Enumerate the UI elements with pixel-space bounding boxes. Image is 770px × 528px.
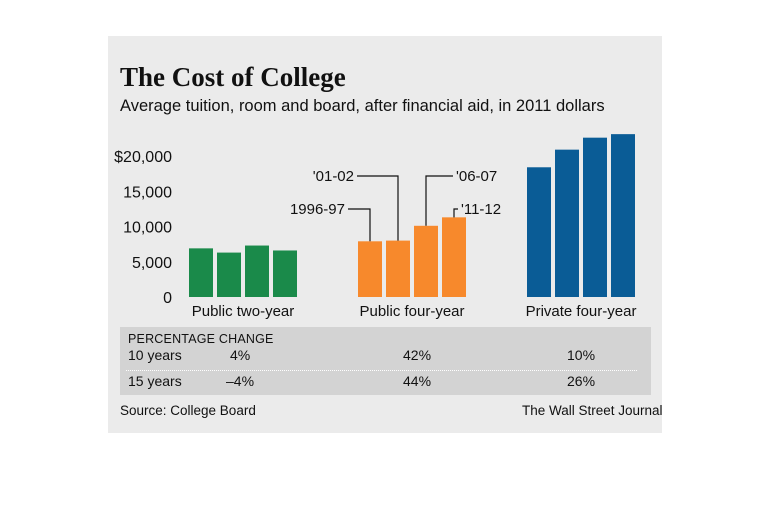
year-label: '01-02 [313,168,354,185]
callout-line [453,208,458,218]
cell-10y-public-two: 4% [230,347,251,363]
cell-10y-public-four: 42% [403,347,432,363]
y-tick-label: 10,000 [123,220,172,237]
bar [245,245,269,297]
year-label: '06-07 [456,168,497,185]
category-label: Public four-year [359,303,464,320]
bar [386,240,410,297]
y-tick-label: 0 [163,290,172,307]
bar [273,250,297,297]
row-label-15-years: 15 years [128,373,182,389]
chart-subtitle: Average tuition, room and board, after f… [120,97,605,115]
cell-15y-private-four: 26% [567,373,596,389]
bar [358,241,382,297]
callout-line [425,175,453,226]
chart-title: The Cost of College [120,62,346,92]
publisher-credit: The Wall Street Journal [522,403,663,418]
row-separator [126,370,637,371]
bar [414,225,438,297]
cell-15y-public-two: –4% [226,373,255,389]
source-note: Source: College Board [120,403,256,418]
bar [189,248,213,297]
y-tick-label: 15,000 [123,184,172,201]
callout-line [357,175,399,241]
percentage-change-table: PERCENTAGE CHANGE 10 years 4% 42% 10% 15… [120,327,651,395]
bar [555,149,579,297]
table-header: PERCENTAGE CHANGE [128,332,274,346]
bar [583,137,607,297]
bar [611,134,635,297]
y-tick-label: 5,000 [132,255,172,272]
cell-15y-public-four: 44% [403,373,432,389]
cell-10y-private-four: 10% [567,347,596,363]
bar [217,252,241,297]
bar [442,217,466,297]
y-tick-label: $20,000 [114,149,172,166]
row-label-10-years: 10 years [128,347,182,363]
year-label: '11-12 [461,201,501,218]
category-label: Private four-year [526,303,637,320]
year-label: 1996-97 [290,201,345,218]
bar [527,167,551,297]
callout-line [348,208,371,242]
category-label: Public two-year [192,303,295,320]
